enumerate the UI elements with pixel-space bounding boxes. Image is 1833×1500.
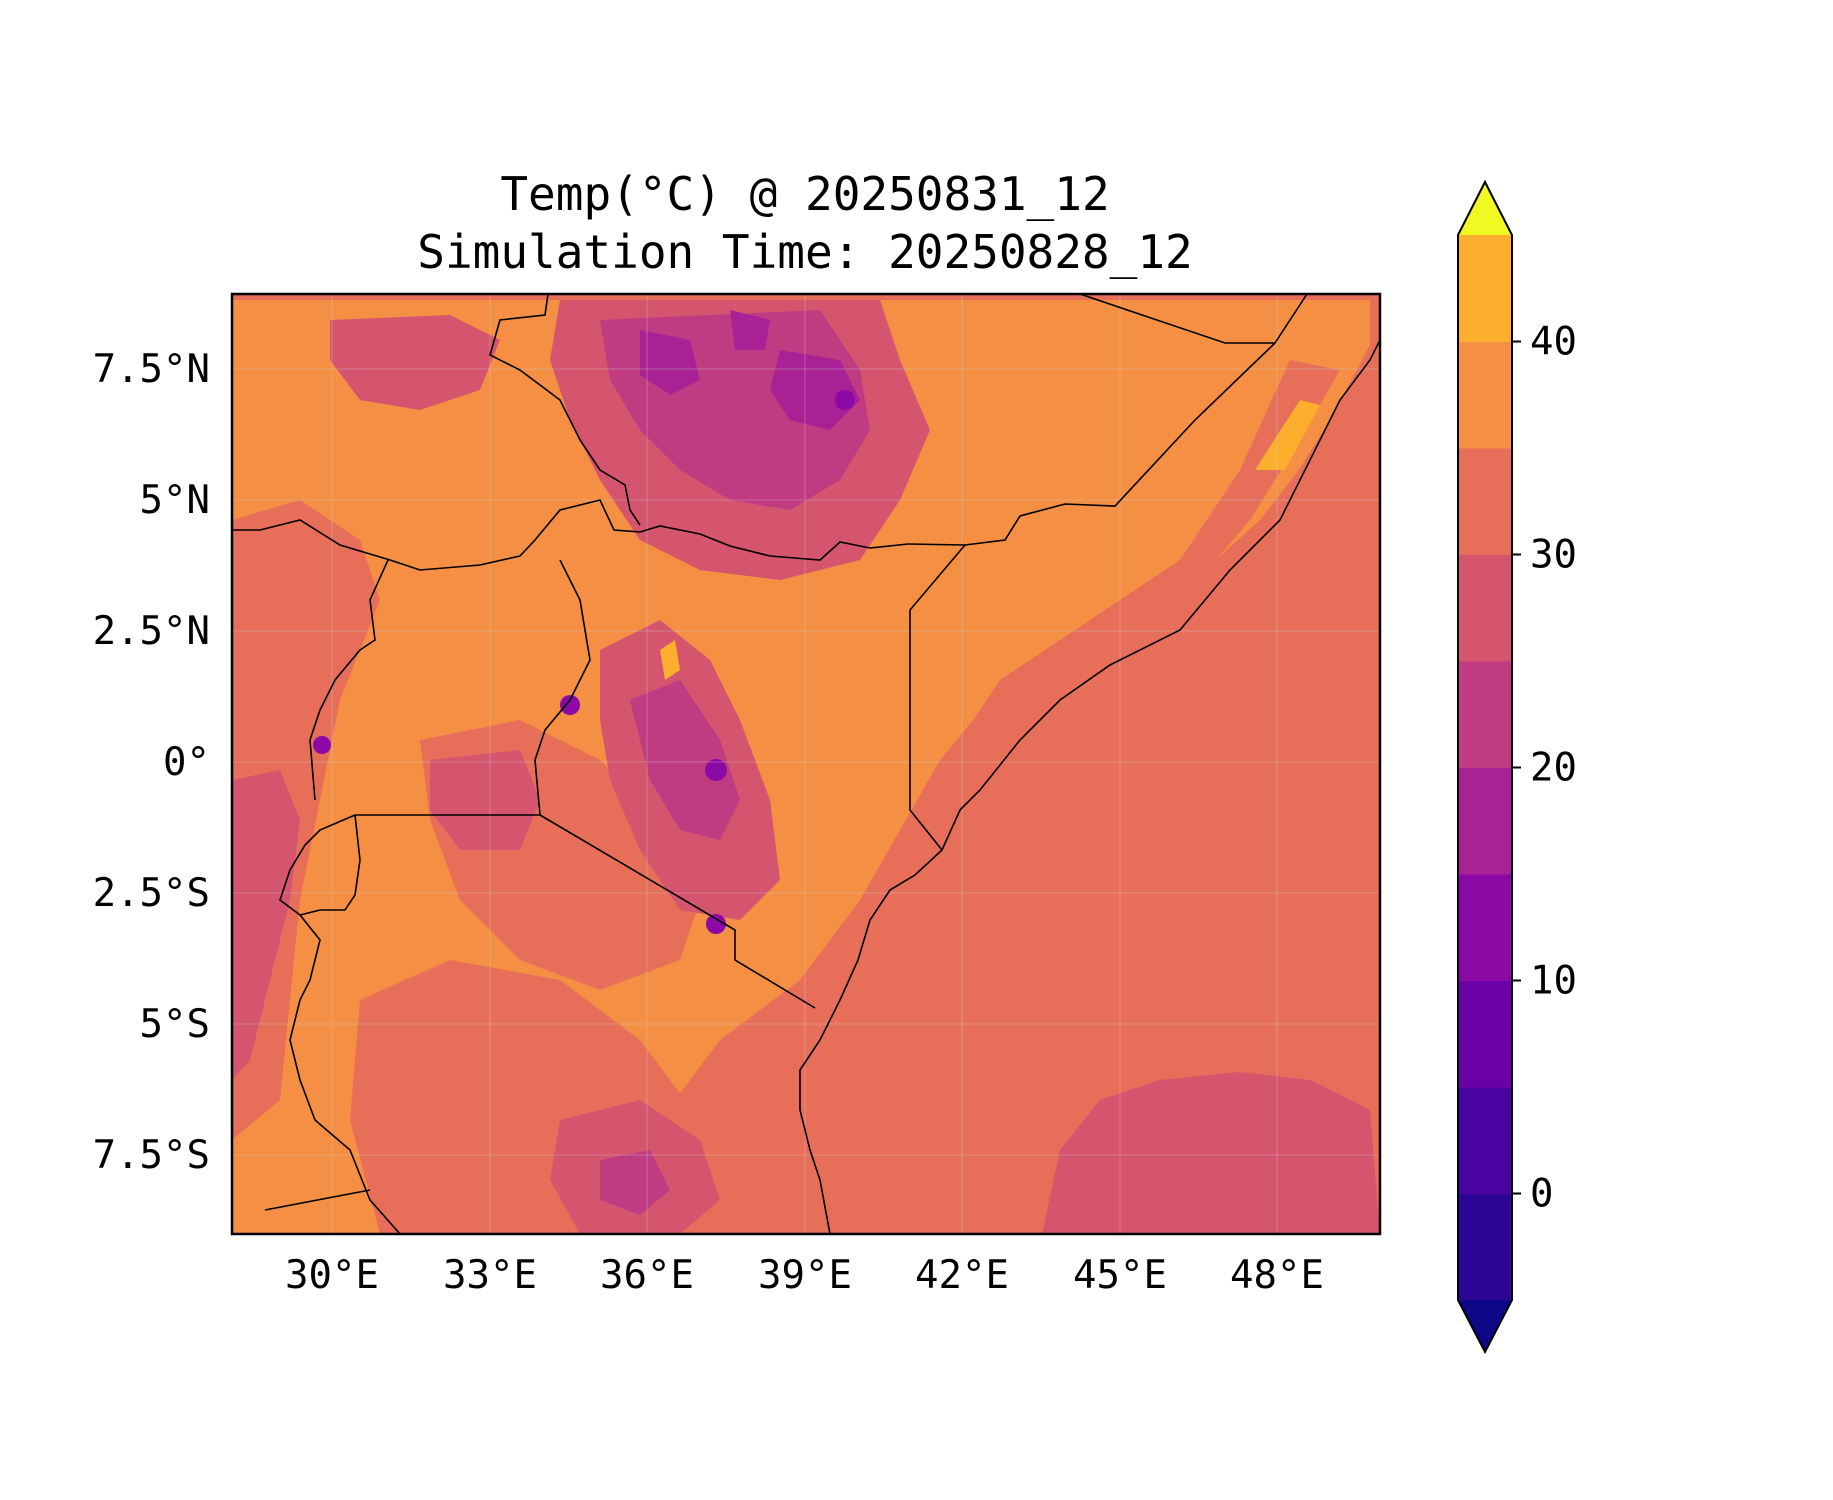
colorbar-segment (1458, 1193, 1512, 1301)
colorbar-segment (1458, 661, 1512, 768)
mozambique-border (264, 1189, 371, 1211)
ocean-field (800, 330, 1380, 1234)
colorbar-under-triangle (1458, 1300, 1512, 1352)
ethiopia-somalia-border-south (907, 342, 1276, 546)
title-line-1: Temp(°C) @ 20250831_12 (500, 167, 1109, 221)
uganda-kenya-border (534, 559, 591, 816)
colorbar-segment (1458, 1087, 1512, 1194)
kenya-highlands-inner (630, 680, 740, 840)
y-axis: 7.5°N 5°N 2.5°N 0° 2.5°S 5°S 7.5°S (93, 347, 210, 1178)
kilimanjaro-peak (706, 914, 726, 934)
east-africa-coastline (799, 339, 1380, 1234)
x-tick-45e: 45°E (1073, 1253, 1167, 1298)
rwanda-burundi-borders (279, 814, 361, 1001)
lake-victoria-region (430, 750, 540, 850)
y-tick-2-5s: 2.5°S (93, 871, 210, 916)
tanzania-highlands-inner (600, 1150, 670, 1215)
turkana-hotspot (660, 640, 680, 680)
mt-kenya-peak (705, 759, 727, 781)
title-line-2: Simulation Time: 20250828_12 (417, 225, 1192, 279)
temperature-field (232, 300, 1380, 1234)
sudan-south-sudan-border (489, 294, 641, 526)
colorbar-outline (1457, 179, 1513, 1355)
ethiopia-southern-border (519, 499, 909, 561)
colorbar-segment (1458, 874, 1512, 981)
mt-elgon-peak (560, 695, 580, 715)
coastal-strip (960, 360, 1340, 745)
ethiopia-highland-peaks-2 (640, 330, 700, 395)
x-axis: 30°E 33°E 36°E 39°E 42°E 45°E 48°E (285, 1253, 1324, 1298)
cool-ocean-pool (1042, 1072, 1380, 1234)
map-panel[interactable]: 30°E 33°E 36°E 39°E 42°E 45°E 48°E 7.5°N… (93, 292, 1382, 1298)
ethiopia-highland-peaks-1 (770, 350, 860, 430)
colorbar-segment (1458, 448, 1512, 555)
colorbar: 0 10 20 30 40 (1457, 179, 1577, 1355)
x-tick-33e: 33°E (443, 1253, 537, 1298)
great-lakes-west (232, 770, 300, 1080)
colorbar-segment (1458, 554, 1512, 662)
borders-and-coastlines (232, 294, 1380, 1234)
south-sudan-border (232, 519, 521, 571)
colorbar-ticks: 0 10 20 30 40 (1512, 320, 1577, 1217)
colorbar-tick-label: 30 (1530, 533, 1577, 578)
rwenzori-peak (313, 736, 331, 754)
map-frame (230, 292, 1382, 1236)
somalia-ethiopia-border (1079, 294, 1308, 344)
kenya-tanzania-border (539, 814, 816, 1009)
colorbar-segment (1458, 980, 1512, 1088)
x-tick-39e: 39°E (758, 1253, 852, 1298)
colorbar-tick-label: 0 (1530, 1172, 1553, 1217)
colorbar-tick-label: 20 (1530, 746, 1577, 791)
x-tick-36e: 36°E (600, 1253, 694, 1298)
ethiopia-summit (835, 390, 855, 410)
kenya-somalia-border (909, 544, 966, 851)
x-tick-42e: 42°E (915, 1253, 1009, 1298)
colorbar-tick-label: 10 (1530, 959, 1577, 1004)
y-tick-0: 0° (163, 740, 210, 785)
y-tick-2-5n: 2.5°N (93, 609, 210, 654)
y-tick-5s: 5°S (140, 1002, 210, 1047)
y-tick-5n: 5°N (140, 478, 210, 523)
somalia-coast-hotspot (1255, 400, 1320, 470)
colorbar-segment (1458, 341, 1512, 449)
y-tick-7-5n: 7.5°N (93, 347, 210, 392)
south-sudan-cool-patch (330, 315, 500, 410)
western-tanzania-border (289, 999, 401, 1234)
y-tick-7-5s: 7.5°S (93, 1133, 210, 1178)
uganda-western-border (309, 559, 389, 801)
colorbar-segment (1458, 767, 1512, 875)
ethiopia-highland-peaks-3 (730, 310, 770, 350)
x-tick-48e: 48°E (1230, 1253, 1324, 1298)
colorbar-over-triangle (1458, 182, 1512, 235)
colorbar-segment (1458, 235, 1512, 342)
gridlines (232, 294, 1380, 1234)
colorbar-segments (1458, 235, 1512, 1301)
colorbar-tick-label: 40 (1530, 320, 1577, 365)
x-tick-30e: 30°E (285, 1253, 379, 1298)
